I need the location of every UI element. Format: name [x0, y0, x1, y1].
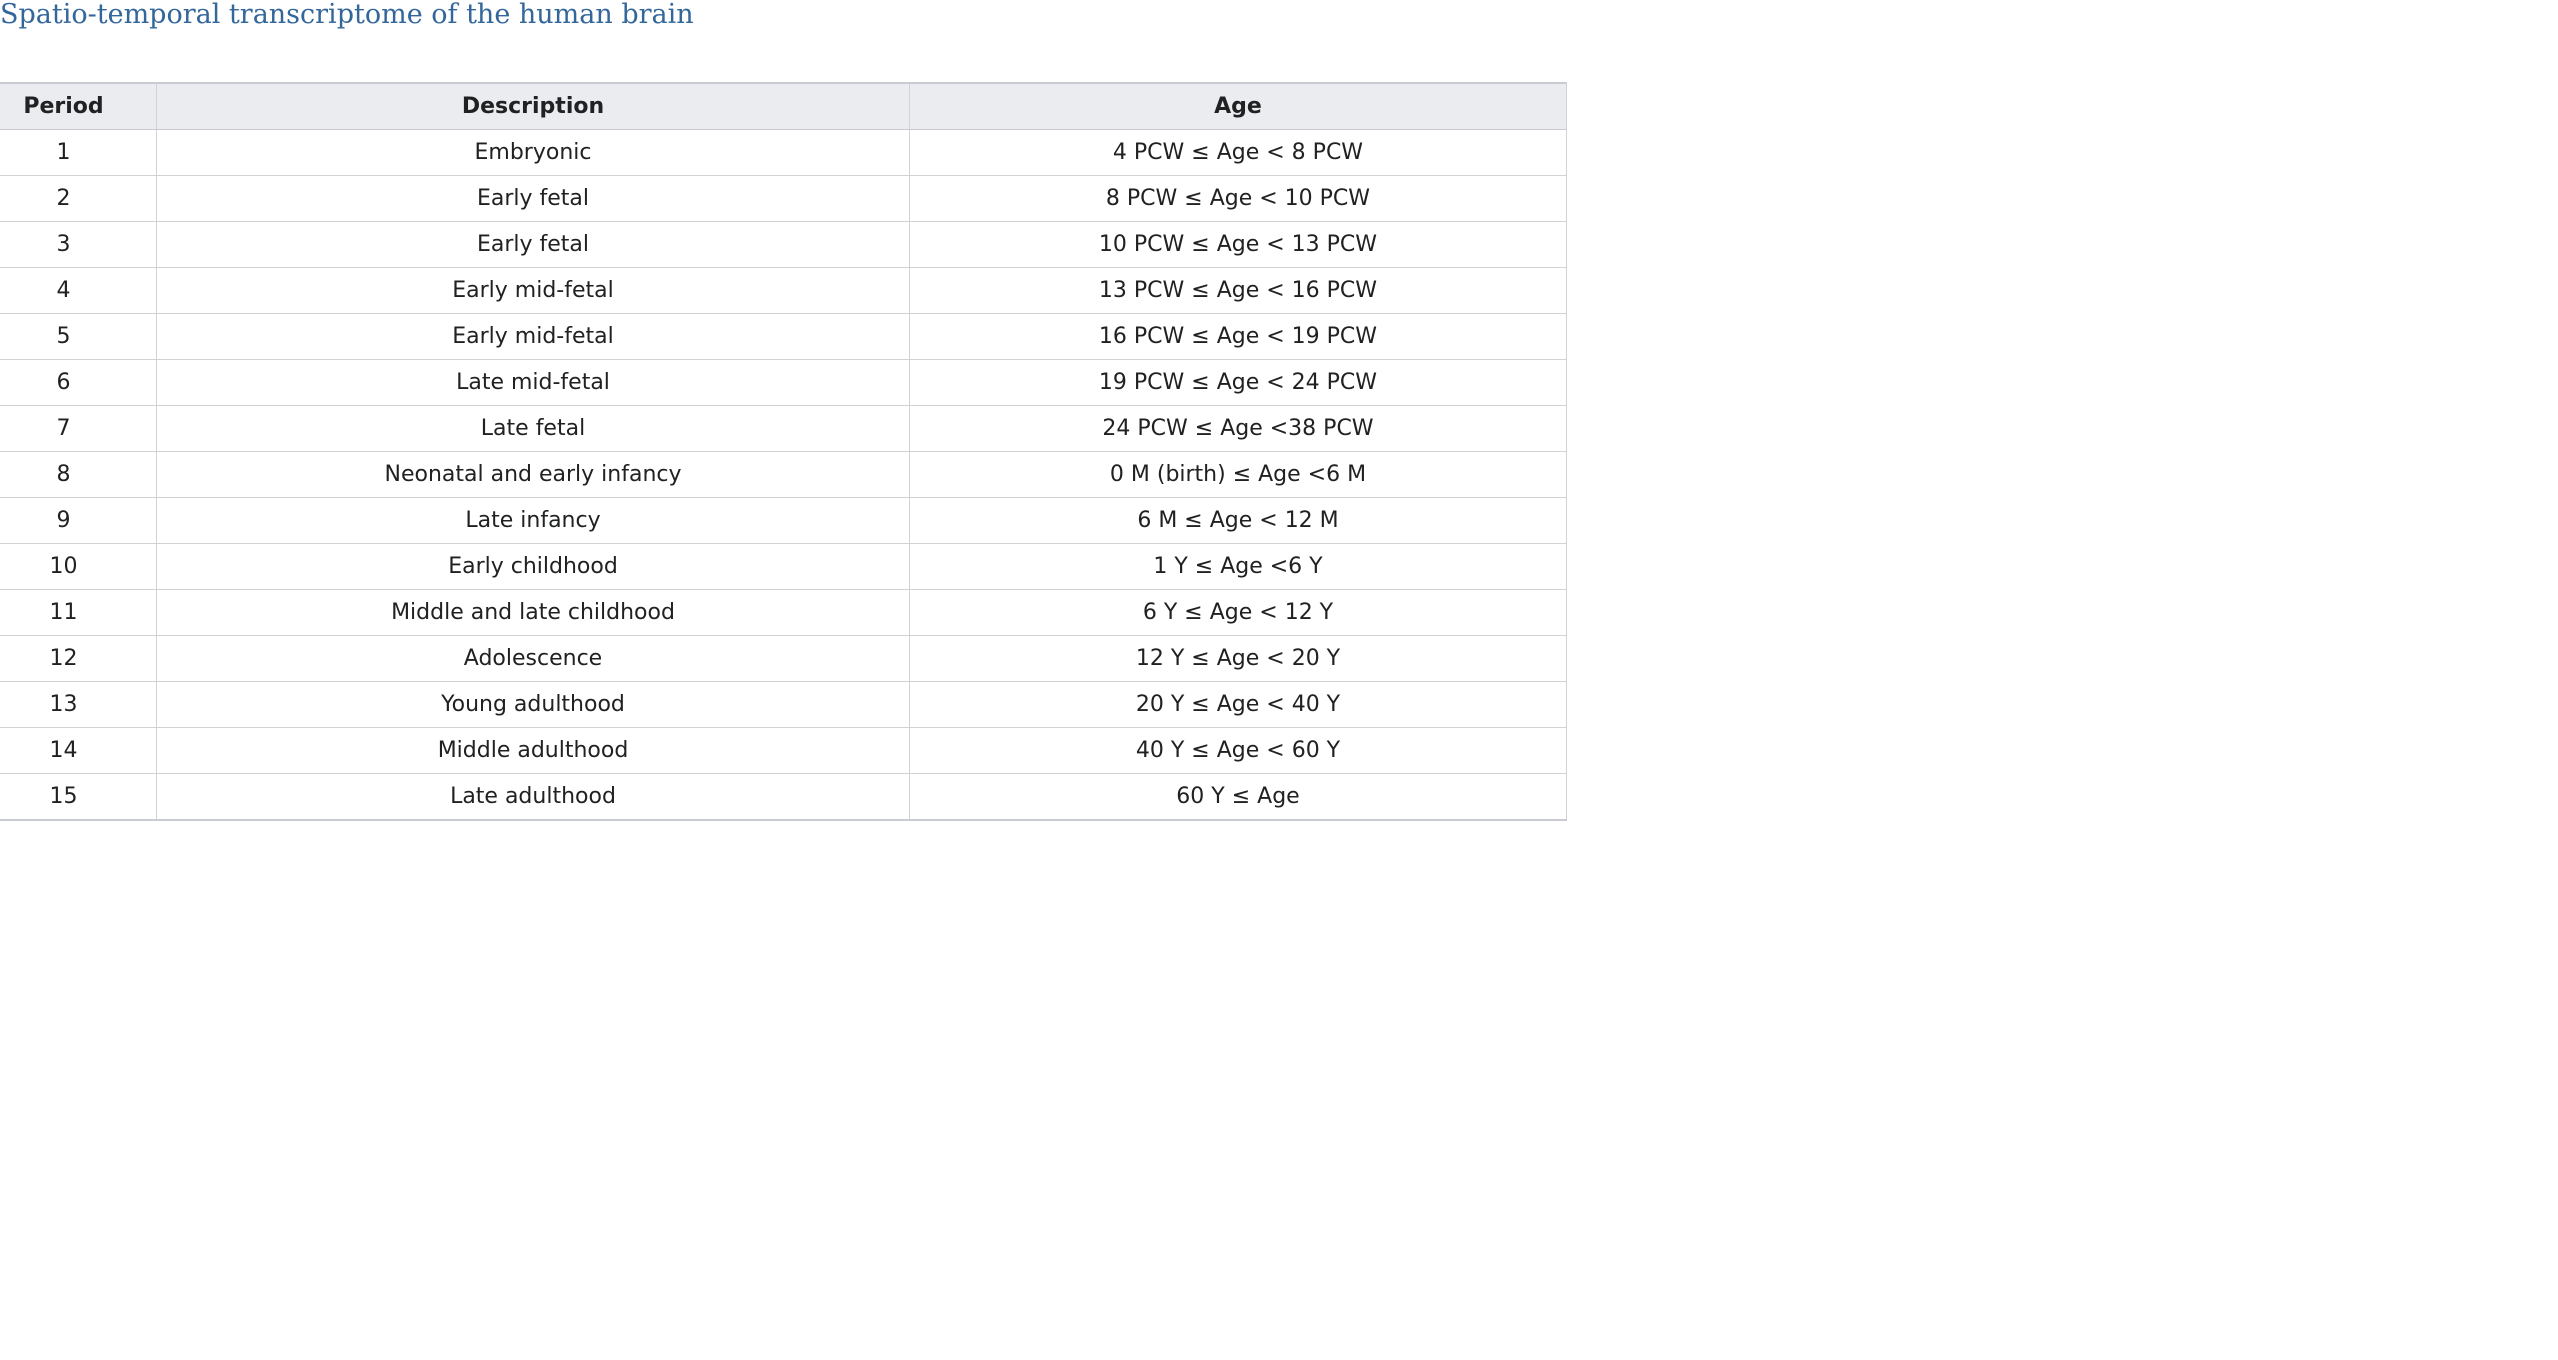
cell-age: 24 PCW ≤ Age <38 PCW	[909, 405, 1567, 452]
cell-period: 11	[0, 589, 157, 636]
table-row: 1 Embryonic 4 PCW ≤ Age < 8 PCW	[0, 129, 1567, 176]
cell-description: Middle and late childhood	[156, 589, 910, 636]
table-row: 13 Young adulthood 20 Y ≤ Age < 40 Y	[0, 681, 1567, 728]
header-period[interactable]: Period	[0, 82, 157, 130]
cell-period: 10	[0, 543, 157, 590]
table-row: 7 Late fetal 24 PCW ≤ Age <38 PCW	[0, 405, 1567, 452]
cell-age: 6 M ≤ Age < 12 M	[909, 497, 1567, 544]
cell-description: Late fetal	[156, 405, 910, 452]
cell-period: 1	[0, 129, 157, 176]
cell-period: 14	[0, 727, 157, 774]
table-row: 15 Late adulthood 60 Y ≤ Age	[0, 773, 1567, 821]
cell-description: Embryonic	[156, 129, 910, 176]
development-stages-table: Period Description Age 1 Embryonic 4 PCW ≤…	[0, 82, 1567, 821]
table-row: 10 Early childhood 1 Y ≤ Age <6 Y	[0, 543, 1567, 590]
cell-age: 6 Y ≤ Age < 12 Y	[909, 589, 1567, 636]
header-description[interactable]: Description	[156, 82, 910, 130]
table-header-row: Period Description Age	[0, 82, 1567, 130]
table-row: 4 Early mid-fetal 13 PCW ≤ Age < 16 PCW	[0, 267, 1567, 314]
header-age[interactable]: Age	[909, 82, 1567, 130]
table-row: 6 Late mid-fetal 19 PCW ≤ Age < 24 PCW	[0, 359, 1567, 406]
cell-description: Adolescence	[156, 635, 910, 682]
cell-period: 3	[0, 221, 157, 268]
table-row: 14 Middle adulthood 40 Y ≤ Age < 60 Y	[0, 727, 1567, 774]
cell-description: Early fetal	[156, 175, 910, 222]
table-row: 3 Early fetal 10 PCW ≤ Age < 13 PCW	[0, 221, 1567, 268]
table-row: 2 Early fetal 8 PCW ≤ Age < 10 PCW	[0, 175, 1567, 222]
cell-description: Late infancy	[156, 497, 910, 544]
cell-period: 8	[0, 451, 157, 498]
cell-age: 8 PCW ≤ Age < 10 PCW	[909, 175, 1567, 222]
cell-age: 40 Y ≤ Age < 60 Y	[909, 727, 1567, 774]
cell-period: 13	[0, 681, 157, 728]
cell-description: Middle adulthood	[156, 727, 910, 774]
cell-age: 60 Y ≤ Age	[909, 773, 1567, 821]
cell-period: 2	[0, 175, 157, 222]
cell-description: Early childhood	[156, 543, 910, 590]
cell-age: 16 PCW ≤ Age < 19 PCW	[909, 313, 1567, 360]
table-row: 8 Neonatal and early infancy 0 M (birth) ≤…	[0, 451, 1567, 498]
table-row: 9 Late infancy 6 M ≤ Age < 12 M	[0, 497, 1567, 544]
cell-period: 7	[0, 405, 157, 452]
table-row: 5 Early mid-fetal 16 PCW ≤ Age < 19 PCW	[0, 313, 1567, 360]
cell-description: Neonatal and early infancy	[156, 451, 910, 498]
cell-age: 1 Y ≤ Age <6 Y	[909, 543, 1567, 590]
cell-period: 9	[0, 497, 157, 544]
cell-age: 13 PCW ≤ Age < 16 PCW	[909, 267, 1567, 314]
cell-period: 6	[0, 359, 157, 406]
cell-age: 20 Y ≤ Age < 40 Y	[909, 681, 1567, 728]
cell-description: Early fetal	[156, 221, 910, 268]
cell-description: Late adulthood	[156, 773, 910, 821]
cell-age: 4 PCW ≤ Age < 8 PCW	[909, 129, 1567, 176]
cell-description: Early mid-fetal	[156, 267, 910, 314]
cell-period: 5	[0, 313, 157, 360]
table-body: 1 Embryonic 4 PCW ≤ Age < 8 PCW 2 Early feta…	[0, 129, 1567, 821]
cell-period: 15	[0, 773, 157, 821]
cell-period: 4	[0, 267, 157, 314]
cell-description: Young adulthood	[156, 681, 910, 728]
cell-description: Late mid-fetal	[156, 359, 910, 406]
table-row: 11 Middle and late childhood 6 Y ≤ Age < 1…	[0, 589, 1567, 636]
cell-period: 12	[0, 635, 157, 682]
cell-description: Early mid-fetal	[156, 313, 910, 360]
cell-age: 10 PCW ≤ Age < 13 PCW	[909, 221, 1567, 268]
cell-age: 19 PCW ≤ Age < 24 PCW	[909, 359, 1567, 406]
cell-age: 0 M (birth) ≤ Age <6 M	[909, 451, 1567, 498]
page-title: Spatio-temporal transcriptome of the hum…	[0, 0, 694, 30]
cell-age: 12 Y ≤ Age < 20 Y	[909, 635, 1567, 682]
table-row: 12 Adolescence 12 Y ≤ Age < 20 Y	[0, 635, 1567, 682]
